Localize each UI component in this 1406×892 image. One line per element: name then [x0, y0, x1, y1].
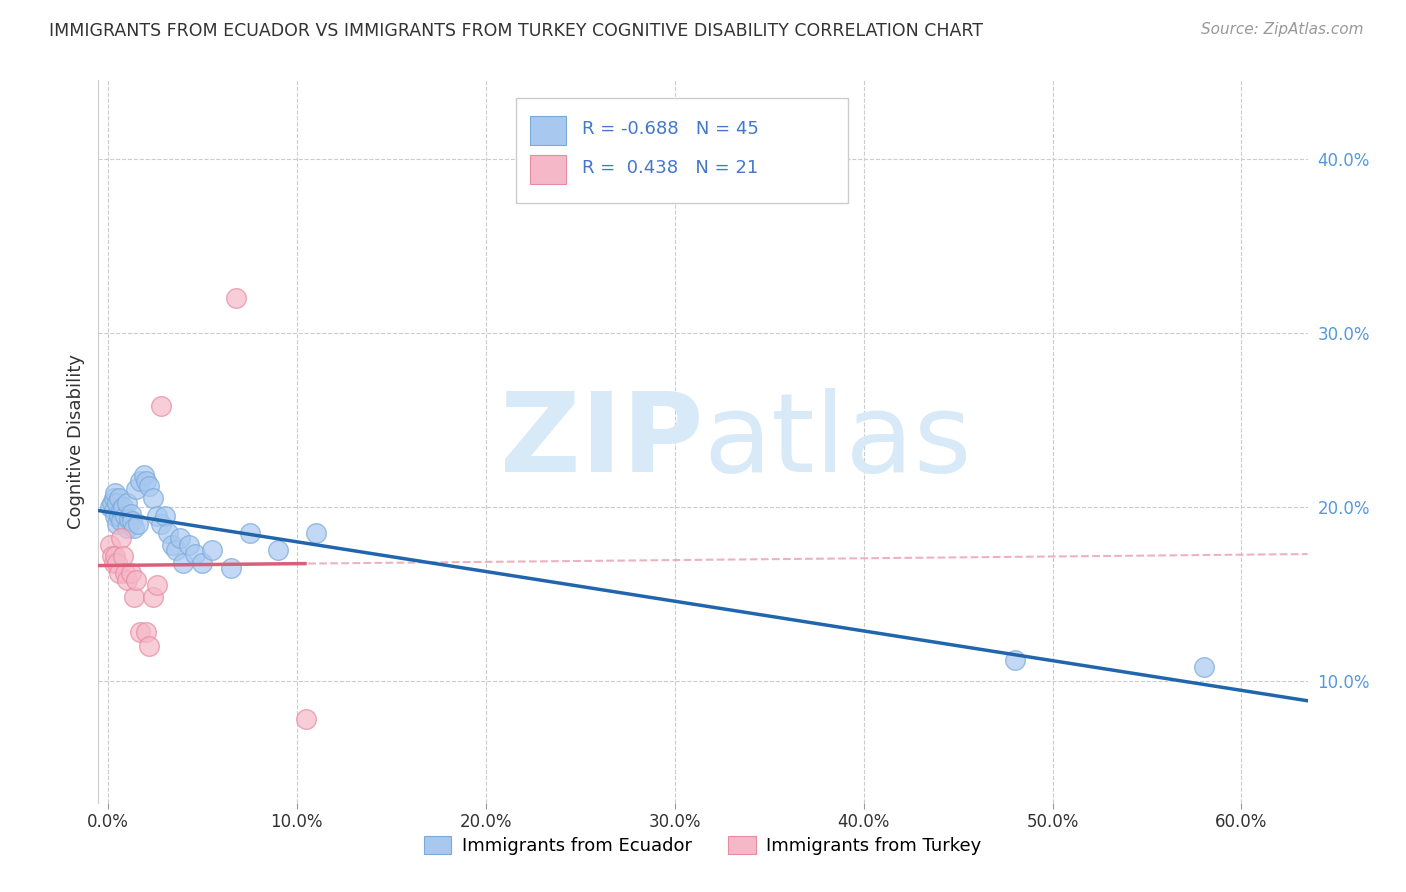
Point — [108, 566, 131, 580]
Point — [114, 508, 136, 523]
Point — [110, 503, 132, 517]
Point — [142, 591, 165, 605]
Point — [267, 543, 290, 558]
Point — [201, 543, 224, 558]
Point — [219, 561, 242, 575]
Point — [129, 474, 152, 488]
Point — [146, 578, 169, 592]
Point — [110, 514, 132, 528]
Point — [120, 566, 142, 580]
Point — [179, 538, 201, 552]
Point — [98, 538, 121, 552]
Point — [115, 496, 138, 510]
Point — [118, 512, 141, 526]
Point — [104, 486, 127, 500]
Point — [103, 491, 125, 505]
Point — [115, 573, 138, 587]
Point — [105, 517, 128, 532]
Text: R = -0.688   N = 45: R = -0.688 N = 45 — [582, 120, 759, 138]
Point — [108, 508, 131, 523]
Point — [146, 508, 169, 523]
Point — [160, 538, 183, 552]
Point — [111, 549, 134, 563]
Text: atlas: atlas — [703, 388, 972, 495]
Point — [108, 491, 131, 505]
Point — [120, 507, 142, 521]
Point — [127, 517, 149, 532]
Text: R =  0.438   N = 21: R = 0.438 N = 21 — [582, 159, 758, 177]
Legend: Immigrants from Ecuador, Immigrants from Turkey: Immigrants from Ecuador, Immigrants from… — [418, 829, 988, 863]
Text: Source: ZipAtlas.com: Source: ZipAtlas.com — [1201, 22, 1364, 37]
Point — [135, 474, 157, 488]
Point — [138, 479, 160, 493]
Point — [305, 525, 328, 540]
Point — [149, 399, 172, 413]
Point — [157, 525, 180, 540]
Point — [100, 496, 122, 510]
Point — [225, 291, 247, 305]
Point — [191, 556, 214, 570]
Point — [132, 468, 155, 483]
Point — [1004, 653, 1026, 667]
FancyBboxPatch shape — [530, 117, 567, 145]
Point — [295, 712, 318, 726]
Point — [124, 521, 146, 535]
Point — [125, 573, 148, 587]
Text: IMMIGRANTS FROM ECUADOR VS IMMIGRANTS FROM TURKEY COGNITIVE DISABILITY CORRELATI: IMMIGRANTS FROM ECUADOR VS IMMIGRANTS FR… — [49, 22, 983, 40]
Point — [111, 500, 134, 514]
Point — [104, 549, 127, 563]
Point — [239, 525, 262, 540]
Point — [184, 547, 207, 561]
Point — [135, 625, 157, 640]
Point — [149, 517, 172, 532]
Point — [105, 496, 128, 510]
Point — [104, 508, 127, 523]
Y-axis label: Cognitive Disability: Cognitive Disability — [66, 354, 84, 529]
Point — [105, 556, 128, 570]
Point — [100, 549, 122, 563]
Point — [153, 508, 176, 523]
Point — [1192, 660, 1215, 674]
Point — [169, 531, 191, 545]
FancyBboxPatch shape — [530, 154, 567, 184]
Point — [121, 514, 143, 528]
Point — [129, 625, 152, 640]
Text: ZIP: ZIP — [499, 388, 703, 495]
Point — [172, 556, 194, 570]
Point — [98, 500, 121, 514]
Point — [125, 483, 148, 497]
Point — [110, 531, 132, 545]
Point — [142, 491, 165, 505]
Point — [103, 556, 125, 570]
Point — [103, 503, 125, 517]
Point — [138, 639, 160, 653]
FancyBboxPatch shape — [516, 98, 848, 203]
Point — [115, 521, 138, 535]
Point — [114, 566, 136, 580]
Point — [165, 543, 187, 558]
Point — [124, 591, 146, 605]
